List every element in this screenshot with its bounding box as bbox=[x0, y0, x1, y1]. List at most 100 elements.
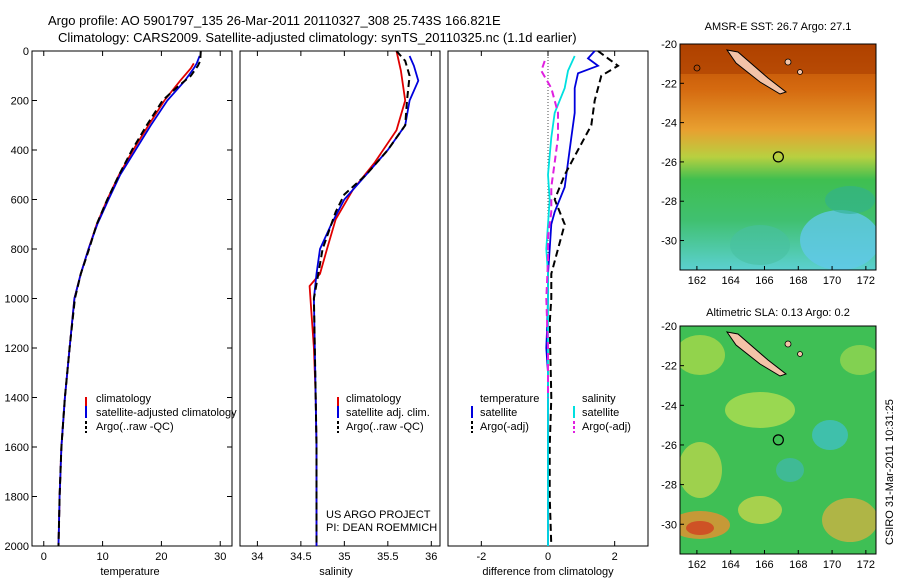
sst-latitude-axis: -20 -22 -24 -26 -28 -30 bbox=[661, 39, 684, 248]
argo-raw-qc-line bbox=[57, 50, 202, 547]
lon-tick-label: 164 bbox=[722, 275, 740, 287]
sla-anomaly bbox=[686, 521, 714, 535]
lon-tick-label: 170 bbox=[823, 275, 841, 287]
header-line-2: Climatology: CARS2009. Satellite-adjuste… bbox=[58, 30, 577, 45]
lon-tick-label: 168 bbox=[789, 559, 807, 571]
lat-tick-label: -22 bbox=[661, 78, 677, 90]
new-caledonia-island bbox=[725, 49, 788, 95]
sla-anomaly bbox=[840, 345, 876, 375]
y-tick-label: 1600 bbox=[5, 442, 29, 454]
legend-satellite-label: satellite-adjusted climatology bbox=[96, 407, 237, 419]
x-tick-label: 35 bbox=[338, 551, 350, 563]
y-tick-label: 800 bbox=[11, 244, 29, 256]
y-tick-label: 600 bbox=[11, 195, 29, 207]
legend-temperature-title: temperature bbox=[480, 393, 539, 405]
y-tick-label: 1800 bbox=[5, 492, 29, 504]
x-tick-label: 30 bbox=[214, 551, 226, 563]
x-tick-label: 0 bbox=[41, 551, 47, 563]
sst-cool-patch bbox=[730, 225, 790, 265]
lon-tick-label: 162 bbox=[688, 275, 706, 287]
x-tick-label: 20 bbox=[155, 551, 167, 563]
temperature-profiles bbox=[57, 50, 202, 547]
salinity-profiles bbox=[308, 50, 420, 546]
temperature-argo-adj-line bbox=[548, 50, 620, 547]
loyalty-islands bbox=[784, 58, 792, 66]
sst-longitude-axis: 162 164 166 168 170 172 bbox=[688, 266, 875, 287]
temperature-x-axis: 0 10 20 30 bbox=[41, 51, 226, 563]
y-tick-label: 0 bbox=[23, 46, 29, 58]
new-caledonia-island bbox=[725, 331, 788, 377]
x-tick-label: -2 bbox=[476, 551, 486, 563]
salinity-argo-adj-line bbox=[540, 60, 559, 398]
legend-temp-satellite-label: satellite bbox=[480, 407, 517, 419]
sst-map-panel: AMSR-E SST: 26.7 Argo: 27.1 162 164 166 168… bbox=[661, 21, 877, 287]
x-tick-label: 36 bbox=[425, 551, 437, 563]
sla-anomaly bbox=[680, 442, 722, 498]
y-tick-label: 200 bbox=[11, 96, 29, 108]
y-tick-label: 1200 bbox=[5, 343, 29, 355]
lon-tick-label: 164 bbox=[722, 559, 740, 571]
temperature-x-label: temperature bbox=[100, 566, 159, 578]
credit-line-2: PI: DEAN ROEMMICH bbox=[326, 522, 437, 534]
lat-tick-label: -24 bbox=[661, 400, 677, 412]
lon-tick-label: 172 bbox=[857, 559, 875, 571]
lat-tick-label: -30 bbox=[661, 519, 677, 531]
difference-legend: temperature satellite Argo(-adj) salinit… bbox=[471, 393, 631, 433]
sla-latitude-axis: -20 -22 -24 -26 -28 -30 bbox=[661, 321, 684, 531]
timestamp: CSIRO 31-Mar-2011 10:31:25 bbox=[884, 399, 896, 545]
lat-tick-label: -26 bbox=[661, 440, 677, 452]
temperature-panel: 0 200 400 600 800 1000 1200 1400 1600 1800 2000 0 1… bbox=[5, 46, 238, 578]
header-line-1: Argo profile: AO 5901797_135 26-Mar-2011… bbox=[48, 13, 501, 28]
legend-climatology-label: climatology bbox=[96, 393, 152, 405]
loyalty-islands bbox=[784, 340, 792, 348]
difference-panel: -2 0 2 difference from climatology tempera… bbox=[447, 50, 649, 578]
y-tick-label: 400 bbox=[11, 145, 29, 157]
sla-anomaly bbox=[680, 335, 725, 375]
lat-tick-label: -30 bbox=[661, 236, 677, 248]
lon-tick-label: 162 bbox=[688, 559, 706, 571]
lat-tick-label: -22 bbox=[661, 361, 677, 373]
temperature-legend: climatology satellite-adjusted climatolo… bbox=[85, 393, 237, 433]
legend-climatology-label: climatology bbox=[346, 393, 402, 405]
reef-outline bbox=[693, 64, 701, 72]
x-tick-label: 2 bbox=[612, 551, 618, 563]
loyalty-islands bbox=[797, 351, 803, 357]
legend-salinity-title: salinity bbox=[582, 393, 616, 405]
difference-x-label: difference from climatology bbox=[482, 566, 614, 578]
y-tick-label: 1000 bbox=[5, 294, 29, 306]
lon-tick-label: 172 bbox=[857, 275, 875, 287]
lat-tick-label: -20 bbox=[661, 321, 677, 333]
x-tick-label: 10 bbox=[96, 551, 108, 563]
argo-float-marker bbox=[772, 151, 784, 163]
x-tick-label: 34 bbox=[251, 551, 263, 563]
climatology-line bbox=[57, 62, 195, 547]
lat-tick-label: -24 bbox=[661, 118, 677, 130]
lon-tick-label: 170 bbox=[823, 559, 841, 571]
credit-line-1: US ARGO PROJECT bbox=[326, 509, 431, 521]
legend-temp-argo-label: Argo(-adj) bbox=[480, 421, 529, 433]
argo-raw-qc-line bbox=[312, 50, 411, 546]
legend-argo-label: Argo(..raw -QC) bbox=[346, 421, 424, 433]
lat-tick-label: -26 bbox=[661, 157, 677, 169]
sst-cool-patch bbox=[825, 186, 875, 214]
sst-map-frame bbox=[679, 43, 877, 271]
salinity-x-label: salinity bbox=[319, 566, 353, 578]
sla-map-panel: Altimetric SLA: 0.13 Argo: 0.2 162 164 166… bbox=[661, 307, 877, 571]
loyalty-islands bbox=[797, 69, 803, 75]
sla-anomaly bbox=[738, 496, 782, 524]
salinity-legend: climatology satellite adj. clim. Argo(..… bbox=[337, 393, 430, 433]
depth-axis: 0 200 400 600 800 1000 1200 1400 1600 1800 2000 bbox=[5, 46, 232, 553]
sla-anomaly bbox=[725, 392, 795, 428]
lat-tick-label: -20 bbox=[661, 39, 677, 51]
sla-longitude-axis: 162 164 166 168 170 172 bbox=[688, 550, 875, 571]
legend-sal-argo-label: Argo(-adj) bbox=[582, 421, 631, 433]
sla-map-title: Altimetric SLA: 0.13 Argo: 0.2 bbox=[706, 307, 850, 319]
sla-anomaly bbox=[822, 498, 876, 542]
sla-map-frame bbox=[679, 325, 877, 555]
salinity-x-axis: 34 34.5 35 35.5 36 bbox=[251, 51, 437, 563]
legend-satellite-label: satellite adj. clim. bbox=[346, 407, 430, 419]
lat-tick-label: -28 bbox=[661, 196, 677, 208]
legend-sal-satellite-label: satellite bbox=[582, 407, 619, 419]
satellite-adjusted-climatology-line bbox=[57, 55, 201, 547]
sst-map-title: AMSR-E SST: 26.7 Argo: 27.1 bbox=[705, 21, 852, 33]
